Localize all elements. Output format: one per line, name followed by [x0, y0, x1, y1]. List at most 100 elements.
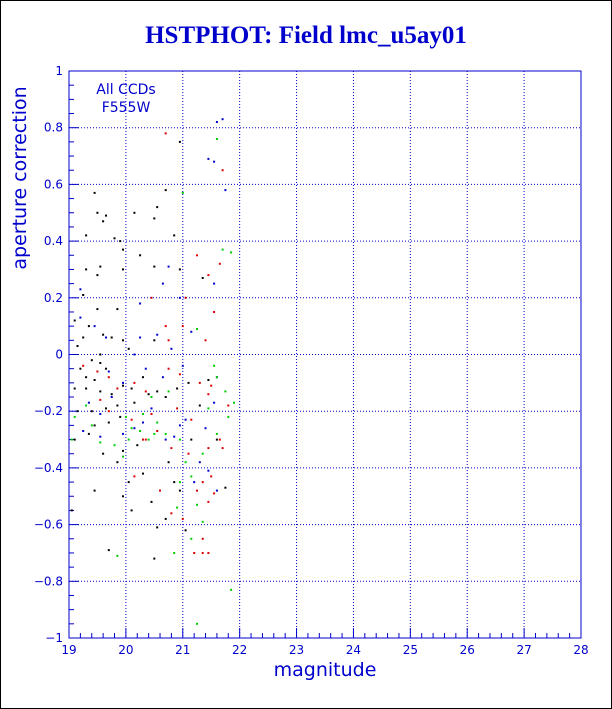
- data-point: [159, 489, 161, 492]
- data-point: [116, 461, 119, 464]
- data-point: [201, 452, 204, 455]
- data-point: [150, 413, 153, 415]
- data-point: [116, 554, 119, 557]
- data-point: [142, 438, 144, 441]
- data-point: [99, 390, 102, 393]
- data-point: [93, 191, 96, 194]
- data-point: [221, 169, 224, 172]
- data-point: [99, 413, 102, 415]
- data-point: [130, 418, 133, 421]
- data-point: [139, 430, 142, 432]
- data-point: [221, 447, 224, 450]
- data-point: [161, 376, 164, 379]
- data-point: [142, 413, 144, 415]
- data-point: [119, 240, 122, 243]
- data-point: [164, 517, 167, 520]
- data-point: [178, 296, 181, 299]
- data-point: [133, 427, 136, 430]
- data-point: [76, 345, 79, 347]
- data-point: [122, 432, 124, 435]
- data-point: [198, 461, 201, 464]
- data-point: [153, 432, 156, 435]
- data-point: [150, 296, 153, 299]
- data-point: [213, 282, 216, 285]
- data-point: [136, 444, 139, 447]
- data-point: [122, 248, 124, 251]
- data-point: [87, 325, 90, 328]
- data-point: [122, 339, 124, 342]
- y-tick-label: 0.8: [44, 121, 63, 135]
- data-point: [116, 308, 119, 311]
- data-point: [207, 393, 210, 396]
- data-point: [184, 529, 187, 532]
- data-point: [164, 189, 167, 192]
- data-point: [85, 376, 88, 379]
- data-point: [210, 475, 213, 478]
- data-point: [207, 500, 210, 503]
- data-point: [124, 415, 127, 418]
- data-point: [116, 404, 119, 407]
- data-point: [196, 489, 198, 492]
- data-point: [147, 393, 150, 396]
- data-point: [122, 381, 124, 384]
- data-point: [105, 214, 107, 217]
- data-point: [224, 486, 227, 489]
- data-point: [190, 475, 193, 478]
- x-tick-label: 27: [516, 643, 531, 657]
- data-point: [139, 254, 142, 257]
- data-point: [167, 265, 170, 268]
- data-point: [96, 211, 99, 214]
- data-point: [178, 489, 181, 492]
- data-point: [90, 359, 93, 362]
- data-point: [130, 387, 133, 390]
- data-point: [164, 132, 167, 135]
- data-point: [156, 333, 159, 336]
- data-point: [196, 503, 198, 506]
- data-point: [181, 517, 184, 520]
- data-point: [204, 427, 207, 430]
- x-axis-label: magnitude: [274, 659, 377, 681]
- data-point: [201, 537, 204, 540]
- data-point: [105, 336, 107, 339]
- data-point: [218, 262, 221, 265]
- data-point: [221, 118, 224, 121]
- data-point: [213, 311, 216, 313]
- data-point: [144, 367, 147, 370]
- data-point: [150, 396, 153, 398]
- data-point: [107, 549, 110, 552]
- data-point: [190, 438, 193, 441]
- data-point: [221, 248, 224, 251]
- data-point: [213, 492, 216, 495]
- y-tick-label: −0.2: [34, 404, 63, 418]
- data-point: [76, 410, 79, 413]
- data-point: [201, 520, 204, 523]
- data-point: [178, 373, 181, 376]
- data-point: [167, 367, 170, 370]
- data-point: [139, 336, 142, 339]
- annotation-ccds: All CCDs: [96, 82, 155, 98]
- data-point: [167, 339, 170, 342]
- data-point: [215, 138, 218, 140]
- data-point: [79, 367, 82, 370]
- data-point: [102, 220, 105, 223]
- data-point: [207, 407, 210, 410]
- data-point: [150, 407, 153, 410]
- data-point: [167, 461, 170, 464]
- y-tick-labels: −1 −0.8 −0.6 −0.4 −0.2 0 0.2 0.4 0.6 0.8 1: [34, 64, 63, 645]
- data-point: [113, 444, 116, 447]
- data-point: [127, 438, 130, 441]
- data-point: [176, 506, 179, 509]
- data-point: [122, 495, 124, 498]
- data-point: [164, 438, 167, 441]
- data-point: [170, 512, 173, 515]
- data-point: [122, 268, 124, 271]
- data-point: [113, 237, 116, 240]
- y-axis-label: aperture correction: [9, 86, 31, 269]
- data-point: [196, 328, 198, 330]
- y-tick-label: −0.4: [34, 461, 63, 475]
- data-point: [82, 364, 85, 367]
- data-point: [73, 319, 76, 322]
- data-point: [133, 401, 136, 404]
- data-point: [99, 362, 102, 364]
- x-tick-label: 19: [61, 643, 76, 657]
